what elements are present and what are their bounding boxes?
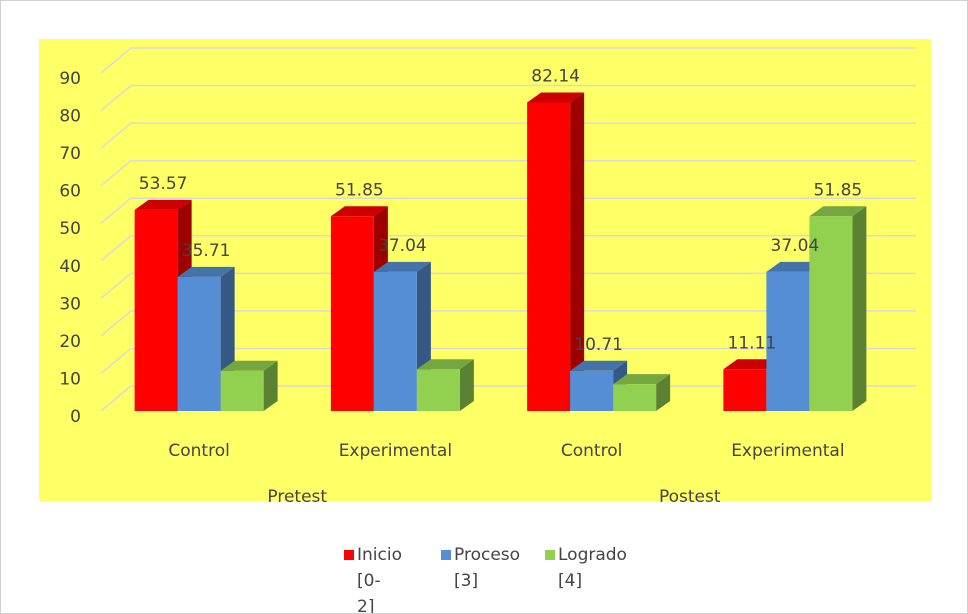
legend-swatch <box>344 550 354 560</box>
y-tick-label: 30 <box>59 294 81 314</box>
bar-top <box>723 359 781 370</box>
y-tick-label: 40 <box>59 257 81 277</box>
y-tick-label: 0 <box>70 407 81 427</box>
data-label: 82.14 <box>531 67 580 87</box>
bar <box>416 369 460 411</box>
legend-item: Inicio [0-2] <box>344 542 402 614</box>
bar <box>613 384 657 411</box>
legend-item: Logrado [4] <box>545 542 627 594</box>
bar-top <box>416 359 474 370</box>
data-label: 53.57 <box>139 174 188 194</box>
grid-line <box>100 47 916 74</box>
bar-top <box>809 206 867 217</box>
bar-side <box>656 374 671 411</box>
bar <box>527 102 571 411</box>
grid-line <box>100 310 916 337</box>
x-tick-label: Experimental <box>731 441 844 461</box>
y-tick-label: 70 <box>59 144 81 164</box>
x-tick-label: Control <box>168 441 229 461</box>
legend-label: Proceso [3] <box>454 545 521 591</box>
bar <box>766 271 810 411</box>
legend-item: Proceso [3] <box>441 542 521 594</box>
legend-swatch <box>441 550 451 560</box>
y-tick-label: 90 <box>59 69 81 89</box>
bar-top <box>527 92 585 103</box>
bar-top <box>177 266 235 277</box>
y-tick-label: 50 <box>59 219 81 239</box>
bar-side <box>459 359 474 411</box>
y-tick-label: 20 <box>59 332 81 352</box>
y-tick-label: 10 <box>59 369 81 389</box>
data-label: 11.11 <box>728 333 777 353</box>
data-label: 51.85 <box>814 180 863 200</box>
bar <box>723 369 767 411</box>
data-label: 10.71 <box>574 335 623 355</box>
y-tick-label: 80 <box>59 107 81 127</box>
bar-top <box>220 360 278 371</box>
bar-side <box>852 206 867 411</box>
data-label: 37.04 <box>378 236 427 256</box>
x-tick-label: Experimental <box>339 441 452 461</box>
x-tick-label: Control <box>561 441 622 461</box>
bar <box>809 216 853 411</box>
grid-line <box>100 159 916 187</box>
data-label: 37.04 <box>771 236 820 256</box>
data-label: 35.71 <box>182 241 231 261</box>
grid-line <box>100 122 916 149</box>
grid-line <box>100 197 916 224</box>
grid-line <box>100 84 916 112</box>
legend-swatch <box>545 550 555 560</box>
bar <box>330 216 374 411</box>
bar <box>220 370 264 411</box>
bar-top <box>766 261 824 272</box>
bar-top <box>613 374 671 385</box>
bar-top <box>570 360 628 371</box>
grid-line <box>100 235 916 262</box>
bar <box>373 271 417 411</box>
grid-line <box>100 272 916 299</box>
bar <box>570 370 614 411</box>
y-tick-label: 60 <box>59 182 81 202</box>
bar-top <box>330 206 388 217</box>
legend-label: Logrado [4] <box>558 545 627 591</box>
data-label: 51.85 <box>335 180 384 200</box>
group-label: Postest <box>659 487 721 507</box>
bar-top <box>373 261 431 272</box>
bar-side <box>263 360 278 411</box>
bar <box>134 209 178 411</box>
group-label: Pretest <box>267 487 327 507</box>
bar-top <box>134 199 192 210</box>
grid-line <box>100 347 916 375</box>
bar-side <box>570 92 585 411</box>
bar <box>177 276 221 411</box>
legend-label: Inicio [0-2] <box>357 545 402 614</box>
